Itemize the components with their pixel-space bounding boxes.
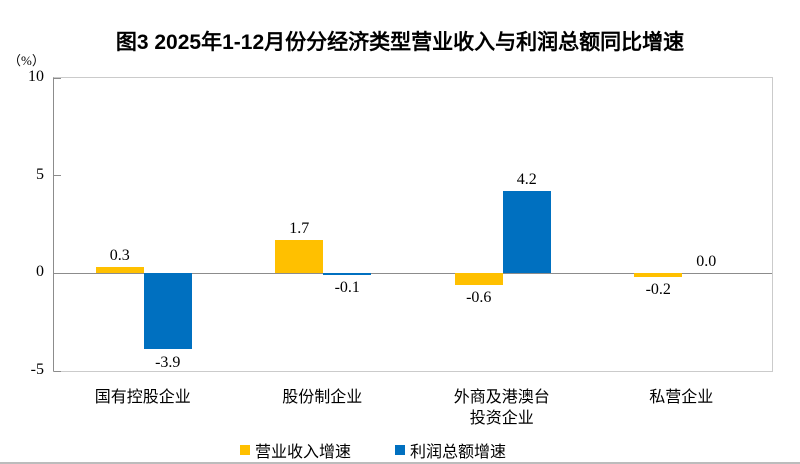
bar-利润总额增速-外商及港澳台 — [502, 191, 551, 274]
legend-label: 利润总额增速 — [410, 444, 507, 461]
bar-利润总额增速-股份制企业 — [323, 273, 372, 276]
bar-利润总额增速-国有控股企业 — [143, 273, 192, 350]
category-label: 股份制企业 — [282, 389, 363, 406]
value-label: 1.7 — [289, 220, 310, 238]
plot-area: 0.3 -3.9 1.7 -0.1 -0.6 4.2 -0.2 0.0 — [53, 77, 773, 372]
legend-color-swatch — [239, 445, 250, 455]
y-tick-label: 10 — [28, 68, 44, 85]
bar-营业收入增速-外商及港澳台 — [454, 273, 503, 286]
y-axis-unit-label: （%） — [8, 53, 45, 68]
legend-label: 营业收入增速 — [254, 444, 351, 461]
value-label: 4.2 — [516, 171, 537, 189]
y-tick-label: -5 — [30, 361, 44, 378]
chart-legend: 营业收入增速 利润总额增速 — [0, 438, 773, 462]
value-label: 0.0 — [696, 253, 717, 271]
y-tick-mark — [54, 175, 61, 177]
y-tick-mark — [54, 370, 61, 372]
category-label: 外商及港澳台 投资企业 — [453, 389, 550, 427]
value-label: 0.3 — [109, 247, 130, 265]
legend-color-swatch — [395, 445, 405, 455]
bar-营业收入增速-私营企业 — [634, 273, 683, 278]
legend-item-营业收入增速: 营业收入增速 — [239, 438, 351, 462]
y-tick-label: 5 — [36, 165, 44, 183]
value-label: -3.9 — [155, 353, 181, 371]
zero-axis-line — [54, 272, 772, 274]
bar-营业收入增速-国有控股企业 — [95, 267, 144, 274]
bottom-divider — [0, 462, 800, 464]
value-label: -0.2 — [645, 281, 671, 299]
bar-营业收入增速-股份制企业 — [275, 240, 324, 274]
y-tick-mark — [54, 77, 61, 79]
value-label: -0.6 — [466, 289, 492, 307]
value-label: -0.1 — [334, 279, 360, 297]
chart-title: 图3 2025年1-12月份分经济类型营业收入与利润总额同比增速 — [115, 31, 685, 54]
y-tick-label: 0 — [36, 263, 44, 281]
legend-item-利润总额增速: 利润总额增速 — [395, 438, 506, 462]
category-label: 国有控股企业 — [94, 389, 191, 406]
category-label: 私营企业 — [649, 389, 714, 406]
